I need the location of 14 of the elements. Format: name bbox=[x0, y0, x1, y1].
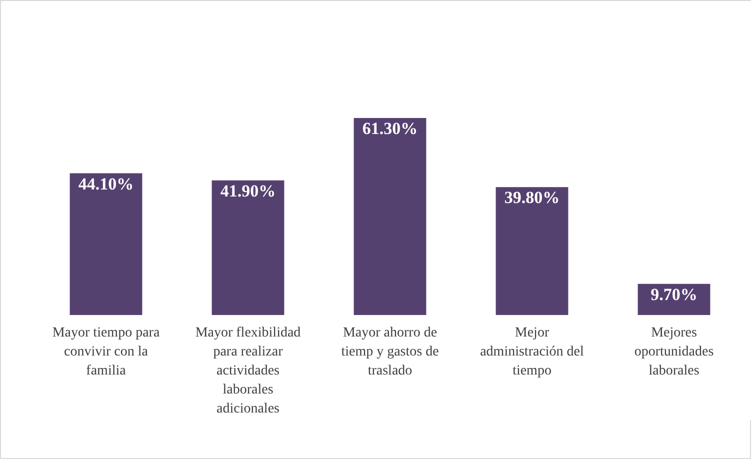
x-tick-label: Mayor tiempo para convivir con la familia bbox=[52, 326, 160, 378]
data-label: 39.80% bbox=[504, 188, 560, 208]
bar bbox=[212, 180, 284, 315]
bar bbox=[354, 118, 426, 315]
bar bbox=[496, 187, 568, 315]
bar bbox=[70, 173, 142, 315]
x-tick-label: Mejor administración del tiempo bbox=[480, 326, 584, 378]
x-tick-label: Mayor ahorro de tiemp y gastos de traslado bbox=[341, 326, 439, 378]
data-label: 44.10% bbox=[78, 174, 134, 194]
x-tick-label: Mejores oportunidades laborales bbox=[634, 326, 714, 378]
data-label: 9.70% bbox=[650, 284, 698, 304]
data-label: 61.30% bbox=[362, 119, 418, 138]
data-label: 41.90% bbox=[220, 181, 276, 200]
x-tick-label: Mayor flexibilidad para realizar actividades laborales adicionales bbox=[195, 326, 301, 416]
